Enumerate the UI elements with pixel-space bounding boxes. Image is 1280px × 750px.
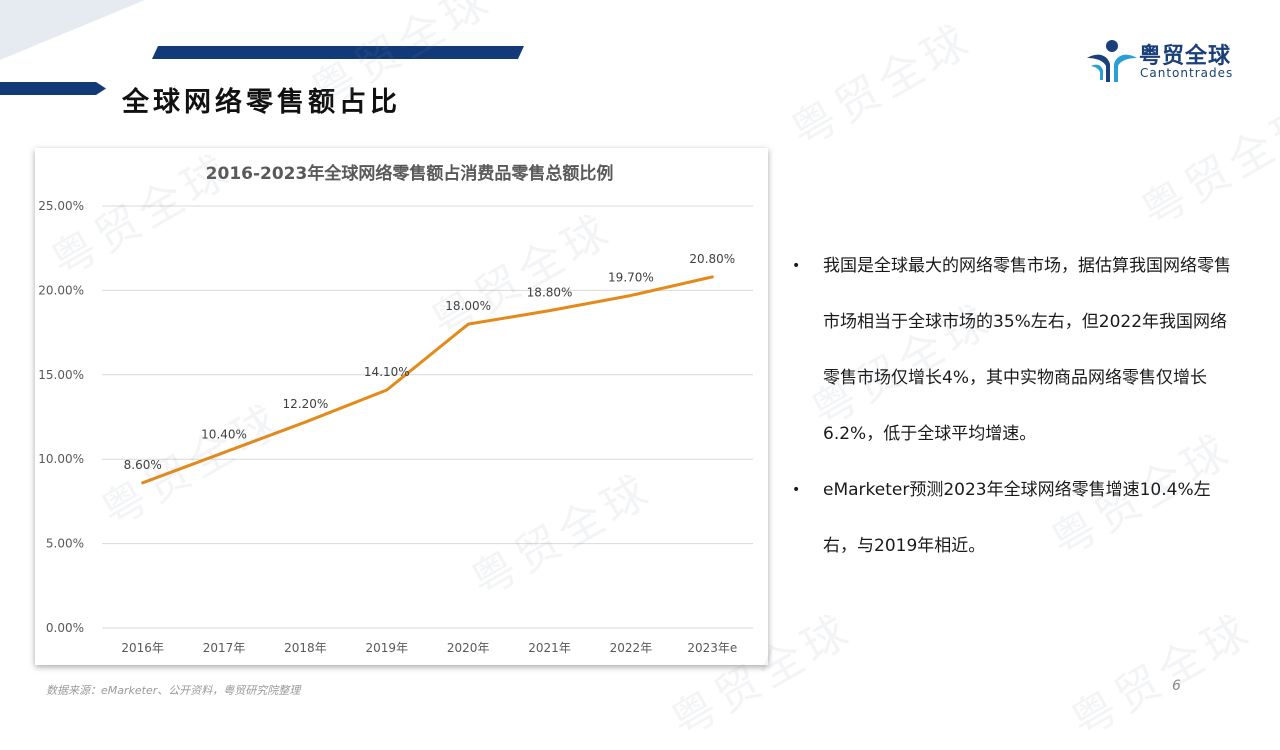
page-number: 6: [1172, 678, 1181, 694]
data-source-note: 数据来源：eMarketer、公开资料，粤贸研究院整理: [46, 682, 300, 698]
page-title: 全球网络零售额占比: [122, 80, 401, 119]
data-label: 10.40%: [201, 427, 247, 441]
bullet-item: • eMarketer预测2023年全球网络零售增速10.4%左右，与2019年…: [792, 462, 1242, 574]
corner-decoration: [0, 0, 145, 60]
title-accent-arrow: [0, 82, 106, 95]
x-tick-label: 2022年: [610, 641, 653, 655]
x-tick-label: 2017年: [203, 641, 246, 655]
data-label: 18.80%: [527, 286, 573, 300]
y-tick-label: 15.00%: [38, 368, 84, 382]
series-line: [143, 277, 713, 483]
bullet-item: • 我国是全球最大的网络零售市场，据估算我国网络零售市场相当于全球市场的35%左…: [792, 238, 1242, 462]
watermark-text: 粤贸全球: [1127, 84, 1280, 239]
bullet-dot-icon: •: [792, 238, 800, 294]
line-chart: 2016-2023年全球网络零售额占消费品零售总额比例 0.00% 5.00% 10.…: [35, 148, 768, 665]
bullet-list: • 我国是全球最大的网络零售市场，据估算我国网络零售市场相当于全球市场的35%左…: [792, 238, 1242, 574]
y-tick-label: 10.00%: [38, 452, 84, 466]
bullet-text: 我国是全球最大的网络零售市场，据估算我国网络零售市场相当于全球市场的35%左右，…: [823, 256, 1231, 444]
logo-mark-icon: [1085, 36, 1139, 84]
chart-title: 2016-2023年全球网络零售额占消费品零售总额比例: [206, 163, 614, 184]
data-label: 20.80%: [689, 252, 735, 266]
x-tick-label: 2021年: [528, 641, 571, 655]
data-label: 8.60%: [124, 458, 162, 472]
chart-card: 2016-2023年全球网络零售额占消费品零售总额比例 0.00% 5.00% 10.…: [35, 148, 768, 665]
header-accent-bar: [152, 46, 524, 59]
x-tick-label: 2018年: [284, 641, 327, 655]
data-label: 12.20%: [283, 397, 329, 411]
x-tick-label: 2019年: [366, 641, 409, 655]
bullet-text: eMarketer预测2023年全球网络零售增速10.4%左右，与2019年相近…: [823, 480, 1211, 556]
data-label: 19.70%: [608, 270, 654, 284]
x-tick-label: 2023年e: [687, 641, 737, 655]
bullet-dot-icon: •: [792, 462, 800, 518]
y-tick-label: 25.00%: [38, 199, 84, 213]
data-label: 18.00%: [445, 299, 491, 313]
data-label: 14.10%: [364, 365, 410, 379]
logo-name-en: Cantontrades: [1140, 66, 1233, 80]
company-logo: 粤贸全球 Cantontrades: [1085, 36, 1245, 86]
x-tick-label: 2020年: [447, 641, 490, 655]
x-tick-label: 2016年: [121, 641, 164, 655]
y-tick-label: 5.00%: [46, 537, 84, 551]
watermark-text: 粤贸全球: [777, 4, 982, 159]
watermark-text: 粤贸全球: [1057, 594, 1262, 749]
y-tick-label: 20.00%: [38, 283, 84, 297]
y-tick-label: 0.00%: [46, 621, 84, 635]
